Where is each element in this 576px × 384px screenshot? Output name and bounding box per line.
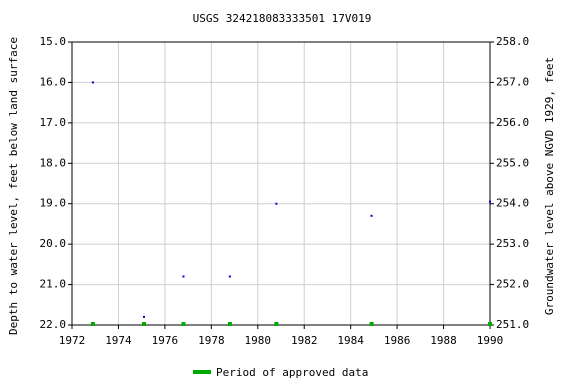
y2-tick-label: 255.0 xyxy=(496,156,529,169)
x-tick-label: 1972 xyxy=(59,334,86,347)
legend-label: Period of approved data xyxy=(216,366,368,379)
point xyxy=(228,275,231,278)
legend-swatch xyxy=(193,370,211,374)
y2-tick-label: 253.0 xyxy=(496,237,529,250)
y-tick-label: 22.0 xyxy=(40,318,67,331)
y2-axis-label: Groundwater level above NGVD 1929, feet xyxy=(543,57,556,315)
y-tick-label: 21.0 xyxy=(40,278,67,291)
x-tick-label: 1988 xyxy=(430,334,457,347)
point xyxy=(275,202,278,205)
y-tick-label: 18.0 xyxy=(40,156,67,169)
x-tick-label: 1986 xyxy=(384,334,411,347)
x-tick-label: 1982 xyxy=(291,334,318,347)
chart-title: USGS 324218083333501 17V019 xyxy=(193,12,372,25)
y2-tick-label: 252.0 xyxy=(496,278,529,291)
x-tick-label: 1976 xyxy=(152,334,179,347)
y2-tick-label: 258.0 xyxy=(496,35,529,48)
x-tick-label: 1980 xyxy=(245,334,272,347)
point xyxy=(370,214,373,217)
point xyxy=(142,315,145,318)
approved-period xyxy=(181,322,186,326)
y-tick-label: 16.0 xyxy=(40,75,67,88)
y2-tick-label: 254.0 xyxy=(496,197,529,210)
x-tick-label: 1978 xyxy=(198,334,225,347)
approved-period xyxy=(369,322,374,326)
y-tick-label: 17.0 xyxy=(40,116,67,129)
y2-tick-label: 251.0 xyxy=(496,318,529,331)
y2-tick-label: 256.0 xyxy=(496,116,529,129)
approved-period xyxy=(141,322,146,326)
point xyxy=(489,200,491,203)
approved-period xyxy=(488,322,492,326)
x-tick-label: 1984 xyxy=(337,334,364,347)
point xyxy=(91,81,94,84)
x-tick-label: 1974 xyxy=(105,334,132,347)
y-tick-label: 19.0 xyxy=(40,197,67,210)
y-tick-label: 20.0 xyxy=(40,237,67,250)
y-tick-label: 15.0 xyxy=(40,35,67,48)
approved-period xyxy=(274,322,279,326)
approved-period xyxy=(227,322,232,326)
x-tick-label: 1990 xyxy=(477,334,504,347)
approved-period xyxy=(90,322,95,326)
plot-frame xyxy=(71,41,491,326)
y2-tick-label: 257.0 xyxy=(496,75,529,88)
y-axis-label: Depth to water level, feet below land su… xyxy=(7,37,20,335)
point xyxy=(182,275,185,278)
